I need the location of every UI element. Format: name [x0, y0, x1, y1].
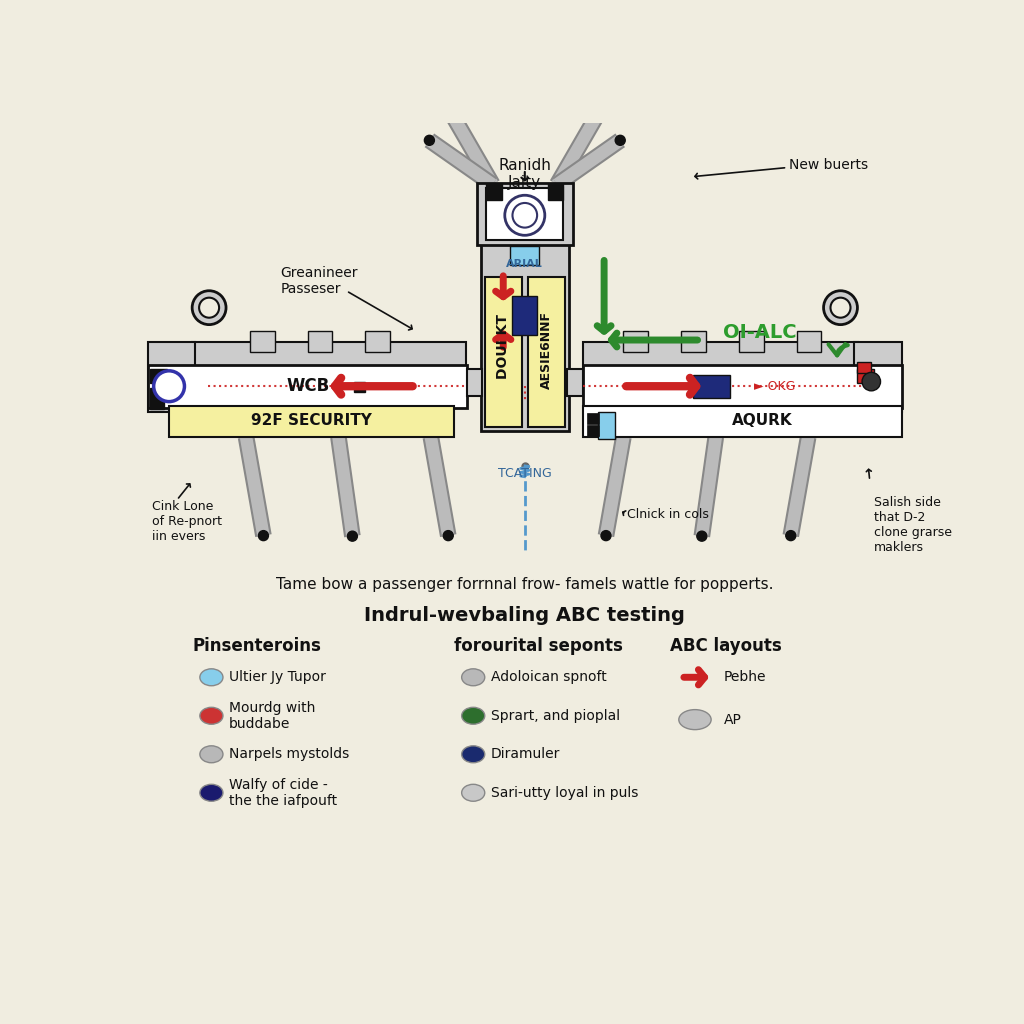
Bar — [583, 342, 858, 367]
Text: AQURK: AQURK — [731, 414, 793, 428]
Bar — [624, 331, 648, 352]
Bar — [854, 342, 902, 412]
Circle shape — [696, 531, 707, 541]
Bar — [307, 331, 333, 352]
Bar — [583, 366, 902, 408]
Text: Walfy of cide -
the the iafpouft: Walfy of cide - the the iafpouft — [229, 777, 337, 808]
Circle shape — [193, 291, 226, 325]
Bar — [583, 407, 902, 437]
Circle shape — [347, 531, 357, 541]
Circle shape — [830, 298, 851, 317]
Text: Greanineer
Passeser: Greanineer Passeser — [281, 265, 358, 296]
Bar — [147, 342, 196, 412]
Bar — [354, 382, 365, 392]
Text: New buerts: New buerts — [788, 159, 868, 172]
Text: ARIAL: ARIAL — [507, 259, 543, 268]
Text: Clnick in cols: Clnick in cols — [628, 508, 709, 520]
Bar — [567, 370, 583, 396]
Text: Salish side
that D-2
clone grarse
maklers: Salish side that D-2 clone grarse makler… — [873, 497, 951, 554]
Bar — [681, 331, 706, 352]
Bar — [548, 184, 563, 200]
Text: Mourdg with
buddabe: Mourdg with buddabe — [229, 700, 315, 731]
Ellipse shape — [679, 710, 711, 730]
Circle shape — [615, 135, 626, 145]
Bar — [484, 276, 521, 427]
Text: forourital seponts: forourital seponts — [454, 638, 623, 655]
Ellipse shape — [462, 745, 484, 763]
Bar — [797, 331, 821, 352]
Bar — [150, 388, 164, 410]
Bar — [150, 370, 167, 383]
Bar — [587, 413, 599, 424]
Bar — [739, 331, 764, 352]
Ellipse shape — [462, 669, 484, 686]
Circle shape — [862, 373, 881, 391]
Text: ABC layouts: ABC layouts — [670, 638, 781, 655]
Circle shape — [154, 371, 184, 401]
Text: DOUI KT: DOUI KT — [497, 313, 510, 379]
Text: ► OKG: ► OKG — [755, 380, 796, 393]
Bar — [510, 246, 540, 264]
Bar — [467, 370, 482, 396]
Circle shape — [199, 298, 219, 317]
Bar — [528, 276, 565, 427]
Ellipse shape — [462, 784, 484, 801]
Text: Sprart, and pioplal: Sprart, and pioplal — [490, 709, 621, 723]
Bar — [477, 183, 572, 245]
Bar — [486, 184, 502, 200]
Circle shape — [443, 530, 454, 541]
Text: Cink Lone
of Re-pnort
iin evers: Cink Lone of Re-pnort iin evers — [153, 500, 222, 543]
Text: OI-ALC: OI-ALC — [724, 323, 797, 342]
Text: Tame bow a passenger forrnnal frow- famels wattle for popperts.: Tame bow a passenger forrnnal frow- fame… — [276, 578, 773, 592]
Bar — [250, 331, 274, 352]
Text: WCB: WCB — [286, 377, 330, 395]
Text: Sari-utty loyal in puls: Sari-utty loyal in puls — [490, 785, 638, 800]
Text: Indrul-wevbaling ABC testing: Indrul-wevbaling ABC testing — [365, 606, 685, 626]
Bar — [598, 412, 614, 438]
Text: Diramuler: Diramuler — [490, 748, 560, 761]
Text: Narpels mystolds: Narpels mystolds — [229, 748, 349, 761]
Text: Pinsenteroins: Pinsenteroins — [193, 638, 322, 655]
Ellipse shape — [200, 745, 223, 763]
Circle shape — [601, 530, 611, 541]
Text: AP: AP — [724, 713, 741, 727]
Circle shape — [823, 291, 857, 325]
Bar — [486, 187, 563, 240]
Ellipse shape — [200, 784, 223, 801]
Text: AESIE6NNF: AESIE6NNF — [540, 311, 553, 389]
Bar — [692, 375, 730, 397]
Bar — [147, 366, 467, 408]
Circle shape — [258, 530, 268, 541]
Bar — [857, 370, 874, 383]
Bar — [587, 426, 599, 436]
Circle shape — [602, 93, 612, 102]
Text: TCATING: TCATING — [498, 467, 552, 479]
Bar — [481, 243, 568, 431]
Ellipse shape — [200, 669, 223, 686]
FancyArrowPatch shape — [828, 344, 848, 355]
Bar — [857, 361, 871, 373]
Bar — [512, 296, 538, 335]
Bar — [366, 331, 390, 352]
Bar — [169, 407, 454, 437]
Text: Ultier Jy Tupor: Ultier Jy Tupor — [229, 671, 326, 684]
Circle shape — [505, 196, 545, 236]
Text: 92F SECURITY: 92F SECURITY — [251, 414, 372, 428]
Bar — [193, 342, 466, 367]
Circle shape — [785, 530, 796, 541]
Circle shape — [437, 93, 447, 102]
Text: Pebhe: Pebhe — [724, 671, 766, 684]
Ellipse shape — [200, 708, 223, 724]
Circle shape — [512, 203, 538, 227]
Ellipse shape — [462, 708, 484, 724]
Circle shape — [424, 135, 434, 145]
Text: Adoloican spnoft: Adoloican spnoft — [490, 671, 606, 684]
Text: Ranidh
Jaity: Ranidh Jaity — [499, 158, 551, 189]
